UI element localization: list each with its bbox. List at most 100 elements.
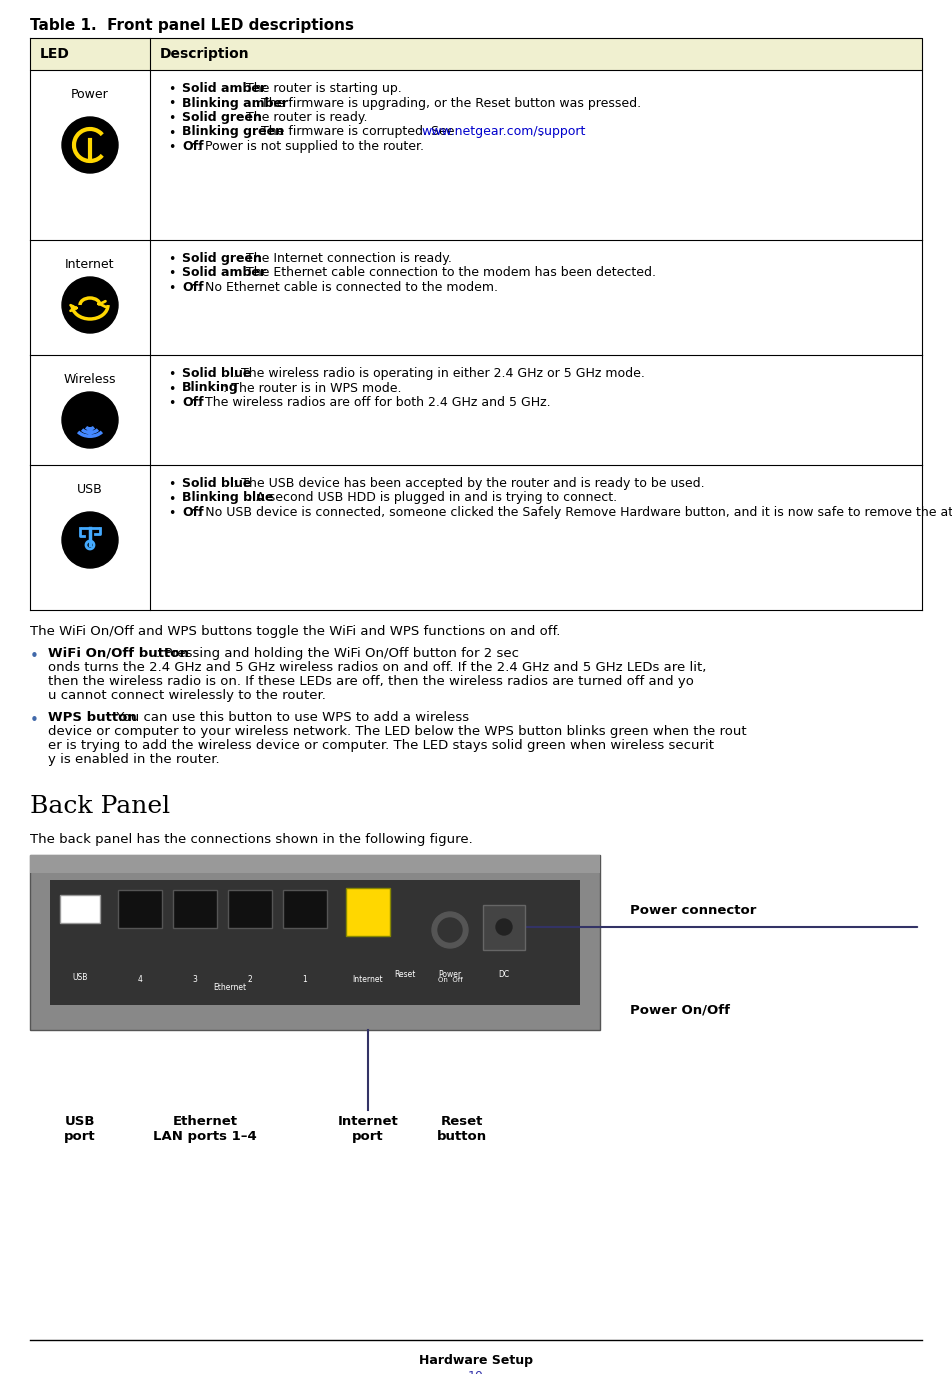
Text: . The router is ready.: . The router is ready.	[238, 111, 367, 124]
Text: The WiFi On/Off and WPS buttons toggle the WiFi and WPS functions on and off.: The WiFi On/Off and WPS buttons toggle t…	[30, 625, 561, 638]
Text: www.netgear.com/support: www.netgear.com/support	[422, 125, 586, 139]
Text: . The Ethernet cable connection to the modem has been detected.: . The Ethernet cable connection to the m…	[238, 267, 656, 279]
Text: Power On/Off: Power On/Off	[630, 1003, 730, 1017]
Text: . The firmware is corrupted. See: . The firmware is corrupted. See	[253, 125, 459, 139]
Text: •: •	[168, 492, 175, 506]
Text: WPS button: WPS button	[48, 710, 137, 724]
Text: er is trying to add the wireless device or computer. The LED stays solid green w: er is trying to add the wireless device …	[48, 739, 714, 752]
Text: Off: Off	[182, 282, 204, 294]
Text: •: •	[30, 649, 39, 664]
Text: Power connector: Power connector	[630, 904, 757, 916]
Text: . No Ethernet cable is connected to the modem.: . No Ethernet cable is connected to the …	[197, 282, 498, 294]
Text: : No USB device is connected, someone clicked the Safely Remove Hardware button,: : No USB device is connected, someone cl…	[197, 506, 952, 519]
FancyBboxPatch shape	[346, 888, 390, 936]
Text: •: •	[168, 142, 175, 154]
Circle shape	[438, 918, 462, 943]
Circle shape	[62, 117, 118, 173]
Text: Solid green: Solid green	[182, 251, 262, 265]
Text: Hardware Setup: Hardware Setup	[419, 1353, 533, 1367]
Text: Power: Power	[71, 88, 109, 102]
FancyBboxPatch shape	[50, 879, 580, 1004]
FancyBboxPatch shape	[483, 905, 525, 949]
Text: •: •	[168, 397, 175, 409]
Text: On  Off: On Off	[438, 977, 463, 982]
Text: Solid amber: Solid amber	[182, 82, 266, 95]
Text: Blinking: Blinking	[182, 382, 239, 394]
Text: Ethernet: Ethernet	[213, 982, 247, 992]
Text: . The firmware is upgrading, or the Reset button was pressed.: . The firmware is upgrading, or the Rese…	[253, 96, 642, 110]
FancyBboxPatch shape	[228, 890, 272, 927]
Text: . You can use this button to use WPS to add a wireless: . You can use this button to use WPS to …	[108, 710, 473, 724]
Text: Description: Description	[160, 47, 249, 60]
Text: u cannot connect wirelessly to the router.: u cannot connect wirelessly to the route…	[48, 688, 326, 702]
Text: Reset: Reset	[394, 970, 416, 980]
Text: Back Panel: Back Panel	[30, 796, 170, 818]
Text: then the wireless radio is on. If these LEDs are off, then the wireless radios a: then the wireless radio is on. If these …	[48, 675, 694, 688]
Text: •: •	[168, 253, 175, 267]
Text: •: •	[168, 113, 175, 125]
Text: 10: 10	[468, 1370, 484, 1374]
Text: Internet
port: Internet port	[338, 1114, 398, 1143]
Text: Solid amber: Solid amber	[182, 267, 266, 279]
FancyBboxPatch shape	[30, 855, 600, 872]
Text: 2: 2	[248, 976, 252, 984]
Text: Blinking amber: Blinking amber	[182, 96, 288, 110]
Text: Internet: Internet	[352, 976, 384, 984]
Text: . The wireless radio is operating in either 2.4 GHz or 5 GHz mode.: . The wireless radio is operating in eit…	[233, 367, 645, 381]
Text: : A second USB HDD is plugged in and is trying to connect.: : A second USB HDD is plugged in and is …	[248, 492, 618, 504]
FancyBboxPatch shape	[118, 890, 162, 927]
Text: Reset
button: Reset button	[437, 1114, 487, 1143]
Circle shape	[496, 919, 512, 934]
Text: •: •	[168, 126, 175, 140]
Text: •: •	[168, 478, 175, 491]
Text: device or computer to your wireless network. The LED below the WPS button blinks: device or computer to your wireless netw…	[48, 725, 746, 738]
Text: Wireless: Wireless	[64, 372, 116, 386]
Text: •: •	[168, 82, 175, 96]
Text: •: •	[168, 282, 175, 295]
Text: y is enabled in the router.: y is enabled in the router.	[48, 753, 220, 765]
Text: WiFi On/Off button: WiFi On/Off button	[48, 647, 188, 660]
Text: Internet: Internet	[66, 258, 115, 271]
FancyBboxPatch shape	[173, 890, 217, 927]
Text: •: •	[168, 382, 175, 396]
Text: 1: 1	[303, 976, 307, 984]
Circle shape	[62, 278, 118, 333]
Text: Solid blue: Solid blue	[182, 367, 251, 381]
Text: Power: Power	[439, 970, 462, 980]
Text: Ethernet
LAN ports 1–4: Ethernet LAN ports 1–4	[153, 1114, 257, 1143]
Text: •: •	[168, 507, 175, 519]
Text: 3: 3	[192, 976, 197, 984]
Text: . The router is starting up.: . The router is starting up.	[238, 82, 402, 95]
Circle shape	[432, 912, 468, 948]
Text: •: •	[168, 98, 175, 110]
Text: Off: Off	[182, 506, 204, 519]
Text: •: •	[168, 368, 175, 381]
Text: . The wireless radios are off for both 2.4 GHz and 5 GHz.: . The wireless radios are off for both 2…	[197, 396, 551, 409]
Text: : The router is in WPS mode.: : The router is in WPS mode.	[223, 382, 402, 394]
Text: USB
port: USB port	[64, 1114, 96, 1143]
Text: •: •	[168, 268, 175, 280]
Text: Off: Off	[182, 396, 204, 409]
Text: Solid green: Solid green	[182, 111, 262, 124]
FancyBboxPatch shape	[283, 890, 327, 927]
Text: •: •	[30, 713, 39, 728]
Text: USB: USB	[72, 973, 88, 982]
Text: LED: LED	[40, 47, 69, 60]
Text: Solid blue: Solid blue	[182, 477, 251, 491]
FancyBboxPatch shape	[60, 894, 100, 923]
Text: The back panel has the connections shown in the following figure.: The back panel has the connections shown…	[30, 833, 473, 846]
Text: 4: 4	[137, 976, 143, 984]
Text: : The USB device has been accepted by the router and is ready to be used.: : The USB device has been accepted by th…	[233, 477, 704, 491]
Text: . The Internet connection is ready.: . The Internet connection is ready.	[238, 251, 452, 265]
Circle shape	[88, 430, 92, 434]
Text: Table 1.  Front panel LED descriptions: Table 1. Front panel LED descriptions	[30, 18, 354, 33]
Text: Off: Off	[182, 140, 204, 153]
Text: .: .	[539, 125, 543, 139]
Circle shape	[62, 392, 118, 448]
Text: onds turns the 2.4 GHz and 5 GHz wireless radios on and off. If the 2.4 GHz and : onds turns the 2.4 GHz and 5 GHz wireles…	[48, 661, 710, 675]
FancyBboxPatch shape	[30, 855, 600, 1030]
Circle shape	[62, 513, 118, 567]
Text: Blinking blue: Blinking blue	[182, 492, 273, 504]
Text: . Power is not supplied to the router.: . Power is not supplied to the router.	[197, 140, 425, 153]
Text: Blinking green: Blinking green	[182, 125, 284, 139]
